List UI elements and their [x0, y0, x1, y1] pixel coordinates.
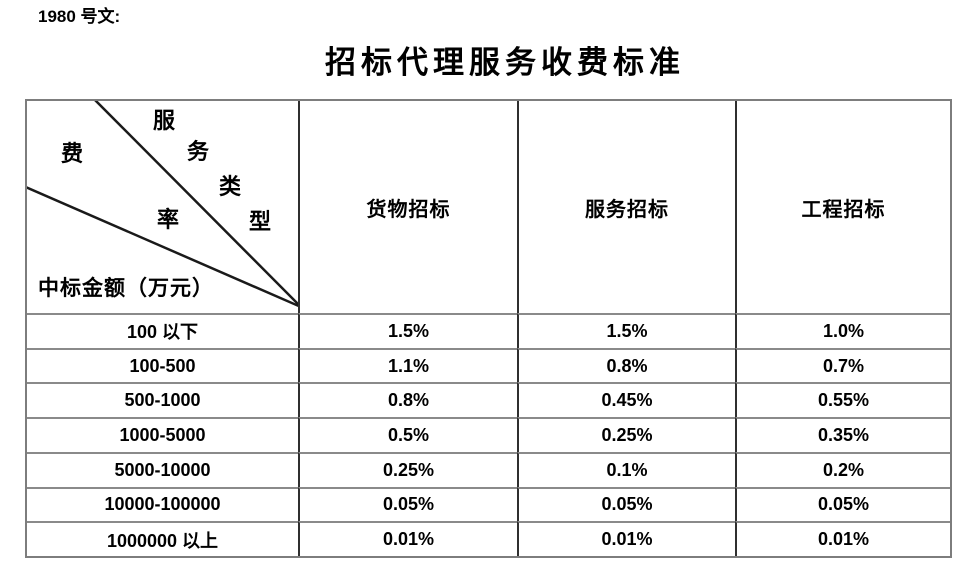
- rate-cell: 0.2%: [735, 451, 950, 487]
- col-header-service-bidding: 服务招标: [517, 101, 735, 313]
- rate-cell: 0.05%: [298, 486, 517, 522]
- rate-cell: 0.01%: [517, 521, 735, 556]
- corner-amount-label: 中标金额（万元）: [38, 276, 214, 300]
- rate-cell: 0.05%: [735, 486, 950, 522]
- rate-cell: 0.01%: [298, 521, 517, 556]
- rate-cell: 1.0%: [735, 313, 950, 348]
- rate-cell: 0.35%: [735, 417, 950, 452]
- amount-range-cell: 500-1000: [27, 382, 298, 417]
- amount-range-cell: 5000-10000: [27, 451, 298, 487]
- amount-range-cell: 1000000 以上: [27, 521, 298, 556]
- rate-cell: 0.7%: [735, 347, 950, 383]
- diagonal-header-cell: 服 务 类 型 费 率 中标金额（万元）: [27, 101, 298, 313]
- rate-cell: 0.25%: [517, 417, 735, 452]
- rate-cell: 0.8%: [298, 382, 517, 418]
- diagonal-line-lower: [27, 186, 298, 308]
- rate-cell: 0.5%: [298, 417, 517, 452]
- rate-cell: 1.5%: [517, 313, 735, 348]
- corner-fee-rate-char: 费: [61, 141, 84, 166]
- amount-range-cell: 100-500: [27, 347, 298, 383]
- corner-fee-rate-char: 率: [157, 207, 180, 232]
- rate-cell: 1.5%: [298, 313, 517, 348]
- rate-cell: 0.1%: [517, 451, 735, 487]
- corner-service-type-char: 务: [187, 139, 210, 164]
- diagonal-lines: [27, 101, 298, 308]
- amount-range-cell: 10000-100000: [27, 486, 298, 522]
- col-header-goods-bidding: 货物招标: [298, 101, 517, 313]
- rate-cell: 0.01%: [735, 521, 950, 556]
- fee-table: 服 务 类 型 费 率 中标金额（万元） 货物招标 服务招标 工程招标 100 …: [25, 99, 952, 558]
- diagonal-line-upper: [94, 101, 298, 306]
- rate-cell: 0.8%: [517, 347, 735, 383]
- corner-service-type-char: 服: [153, 108, 176, 133]
- rate-cell: 0.25%: [298, 451, 517, 487]
- rate-cell: 1.1%: [298, 347, 517, 383]
- rate-cell: 0.05%: [517, 486, 735, 522]
- page-title: 招标代理服务收费标准: [325, 45, 685, 80]
- amount-range-cell: 1000-5000: [27, 417, 298, 452]
- amount-range-cell: 100 以下: [27, 313, 298, 348]
- col-header-works-bidding: 工程招标: [735, 101, 950, 313]
- rate-cell: 0.45%: [517, 382, 735, 418]
- corner-service-type-char: 类: [219, 174, 242, 199]
- doc-reference: 1980 号文:: [38, 7, 121, 26]
- rate-cell: 0.55%: [735, 382, 950, 418]
- corner-service-type-char: 型: [249, 209, 272, 234]
